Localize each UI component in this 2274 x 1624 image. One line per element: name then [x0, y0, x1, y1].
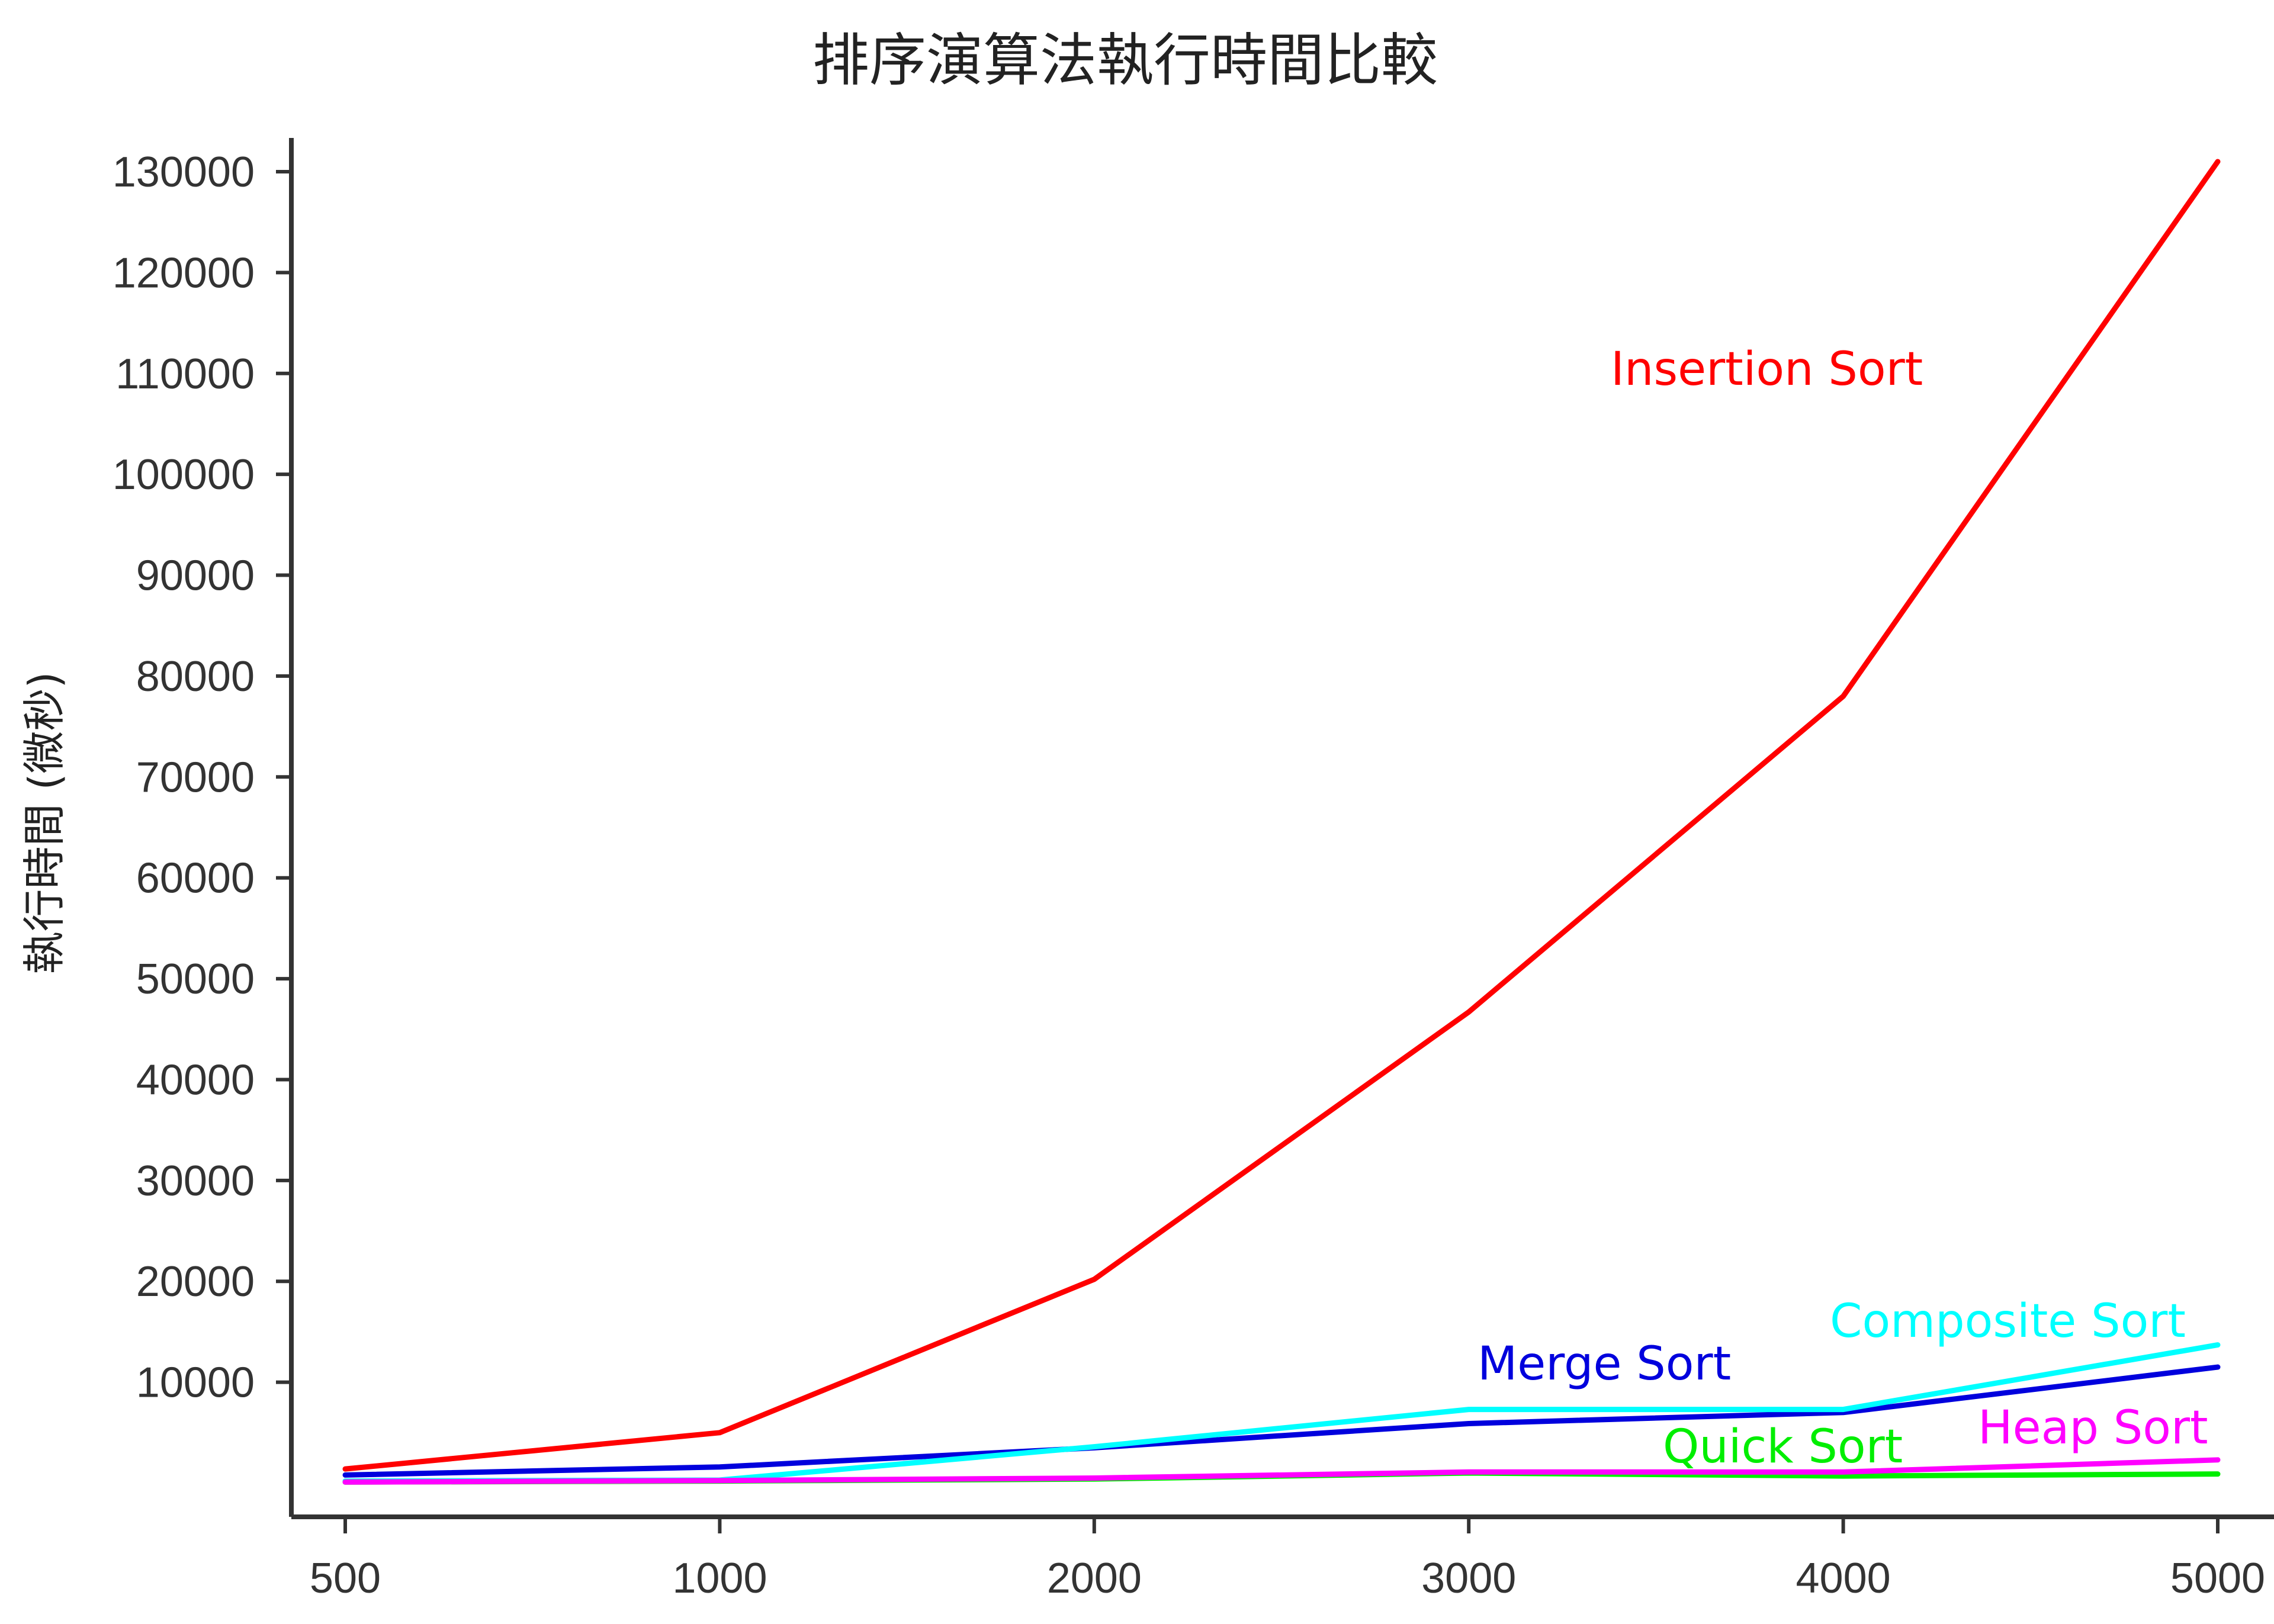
x-tick-label: 2000 — [1047, 1555, 1142, 1602]
y-tick-label: 10000 — [136, 1359, 255, 1407]
y-tick-label: 30000 — [136, 1157, 255, 1205]
y-tick-label: 120000 — [113, 249, 255, 297]
y-tick-label: 90000 — [136, 552, 255, 600]
y-tick-label: 60000 — [136, 855, 255, 902]
y-tick-label: 100000 — [113, 451, 255, 499]
y-tick-label: 20000 — [136, 1258, 255, 1305]
series-line-composite-sort — [342, 1342, 2221, 1484]
chart-title: 排序演算法執行時間比較 — [812, 27, 1438, 94]
x-tick-label: 5000 — [2170, 1555, 2265, 1602]
x-tick-label: 500 — [310, 1555, 381, 1602]
x-tick-label: 3000 — [1421, 1555, 1516, 1602]
series-label-merge-sort: Merge Sort — [1478, 1337, 1731, 1391]
x-tick-label: 4000 — [1796, 1555, 1891, 1602]
y-tick-label: 130000 — [113, 149, 255, 196]
series-line-heap-sort — [342, 1457, 2221, 1485]
series-label-heap-sort: Heap Sort — [1978, 1401, 2208, 1455]
series-labels: Insertion Sort Merge Sort Composite Sort Qu… — [1478, 343, 2208, 1474]
x-tick-label: 1000 — [672, 1555, 767, 1602]
x-axis-ticks: 500 1000 2000 3000 4000 5000 — [310, 1517, 2265, 1602]
series-label-insertion-sort: Insertion Sort — [1611, 343, 1923, 396]
series-line-merge-sort — [342, 1364, 2221, 1478]
y-axis-title: 執行時間 (微秒) — [20, 671, 69, 974]
y-tick-label: 50000 — [136, 956, 255, 1003]
y-tick-label: 70000 — [136, 754, 255, 801]
series-label-composite-sort: Composite Sort — [1830, 1295, 2186, 1348]
y-axis-ticks: 10000 20000 30000 40000 50000 60000 70000 80000… — [113, 149, 291, 1407]
y-tick-label: 110000 — [115, 350, 255, 398]
y-tick-label: 40000 — [136, 1056, 255, 1104]
series-label-quick-sort: Quick Sort — [1663, 1420, 1903, 1474]
series-lines — [342, 159, 2221, 1485]
y-tick-label: 80000 — [136, 653, 255, 700]
series-line-insertion-sort — [342, 159, 2221, 1472]
